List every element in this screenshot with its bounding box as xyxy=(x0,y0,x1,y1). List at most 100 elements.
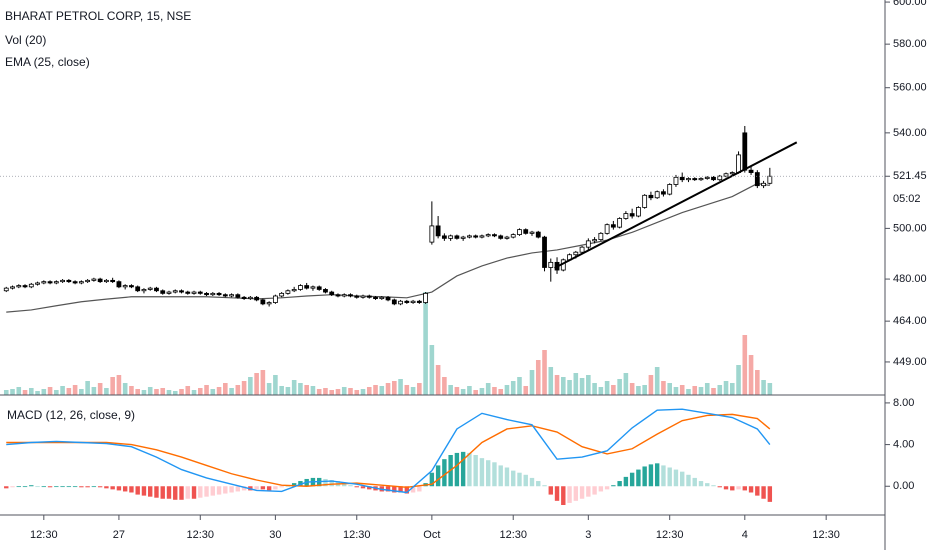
histogram-bar xyxy=(210,486,216,496)
volume-bar xyxy=(586,375,591,395)
volume-bar xyxy=(3,390,9,395)
volume-bar xyxy=(404,385,410,395)
volume-bar xyxy=(548,367,554,395)
volume-bar xyxy=(79,389,84,395)
candle-body xyxy=(423,292,429,303)
histogram-bar xyxy=(29,485,34,487)
histogram-bar xyxy=(4,486,9,489)
volume-bar xyxy=(736,365,741,395)
histogram-bar xyxy=(129,486,134,493)
histogram-bar xyxy=(91,486,97,488)
volume-bar xyxy=(291,380,297,395)
histogram-bar xyxy=(767,486,773,502)
volume-bar xyxy=(604,381,610,395)
histogram-bar xyxy=(185,486,190,499)
candle-body xyxy=(135,286,141,292)
volume-bar xyxy=(54,390,59,395)
countdown-label: 05:02 xyxy=(893,193,921,205)
volume-bar xyxy=(335,389,341,395)
histogram-bar xyxy=(241,486,247,491)
candle-body xyxy=(122,285,128,288)
candle-body xyxy=(736,154,741,173)
volume-bar xyxy=(60,386,65,395)
volume-bar xyxy=(72,385,78,395)
volume-bar xyxy=(435,365,441,395)
histogram-bar xyxy=(235,486,241,492)
histogram-bar xyxy=(122,486,128,492)
histogram-bar xyxy=(260,486,266,490)
candle-body xyxy=(410,300,416,303)
volume-bar xyxy=(642,385,647,395)
histogram-bar xyxy=(692,477,697,487)
candle-body xyxy=(97,278,103,283)
candle-body xyxy=(441,235,447,239)
volume-bar xyxy=(316,389,322,395)
candle-body xyxy=(636,207,641,217)
volume-bar xyxy=(197,388,203,395)
volume-bar xyxy=(398,379,403,395)
volume-bar xyxy=(429,345,435,395)
macd-line xyxy=(6,408,771,494)
candle-body xyxy=(548,261,554,268)
volume-bar xyxy=(310,386,316,395)
candle-body xyxy=(754,172,760,187)
volume-bar xyxy=(667,383,672,395)
histogram-bar xyxy=(667,467,672,487)
histogram-bar xyxy=(66,486,72,488)
histogram-bar xyxy=(10,486,15,488)
candle-body xyxy=(542,236,547,268)
histogram-bar xyxy=(473,455,478,487)
candle-body xyxy=(172,290,178,293)
candle-body xyxy=(41,281,47,284)
candle-body xyxy=(573,251,579,256)
x-tick-label: 12:30 xyxy=(343,529,371,541)
candle-body xyxy=(28,283,34,288)
candle-body xyxy=(191,291,197,294)
volume-bar xyxy=(248,377,253,395)
histogram-bar xyxy=(529,477,535,487)
histogram-bar xyxy=(104,486,109,489)
histogram-bar xyxy=(160,486,165,499)
histogram-bar xyxy=(460,451,466,487)
candle-body xyxy=(761,182,766,187)
histogram-bar xyxy=(536,481,541,487)
candle-body xyxy=(310,286,316,289)
x-tick-label: 12:30 xyxy=(812,529,840,541)
volume-bar xyxy=(711,388,716,395)
volume-bar xyxy=(348,388,353,395)
histogram-bar xyxy=(392,486,397,493)
volume-bar xyxy=(10,389,15,395)
volume-bar xyxy=(523,386,529,395)
candle-body xyxy=(104,279,109,283)
histogram-bar xyxy=(79,486,84,488)
candle-body xyxy=(210,292,216,296)
volume-bar xyxy=(704,383,710,395)
histogram-bar xyxy=(548,486,553,495)
candle-body xyxy=(748,169,754,173)
histogram-bar xyxy=(97,486,103,488)
volume-bar xyxy=(179,389,184,395)
volume-bar xyxy=(410,387,416,395)
volume-bar xyxy=(392,381,397,395)
candle-body xyxy=(298,285,303,290)
histogram-bar xyxy=(110,486,115,490)
histogram-bar xyxy=(166,486,172,499)
y-tick-label: 480.00 xyxy=(893,273,927,285)
histogram-bar xyxy=(273,486,278,490)
volume-bar xyxy=(97,383,103,395)
histogram-bar xyxy=(354,486,359,488)
candle-body xyxy=(16,285,22,288)
last-price-label: 521.45 xyxy=(893,170,927,182)
volume-bar xyxy=(210,389,216,395)
candle-body xyxy=(91,278,97,281)
volume-bar xyxy=(91,387,97,395)
histogram-bar xyxy=(642,466,647,487)
candle-body xyxy=(216,292,222,296)
histogram-bar xyxy=(191,486,197,499)
candle-body xyxy=(35,282,40,285)
volume-bar xyxy=(22,390,28,395)
volume-bar xyxy=(254,373,259,395)
candle-body xyxy=(254,296,260,301)
y-tick-label: 560.00 xyxy=(893,82,927,94)
